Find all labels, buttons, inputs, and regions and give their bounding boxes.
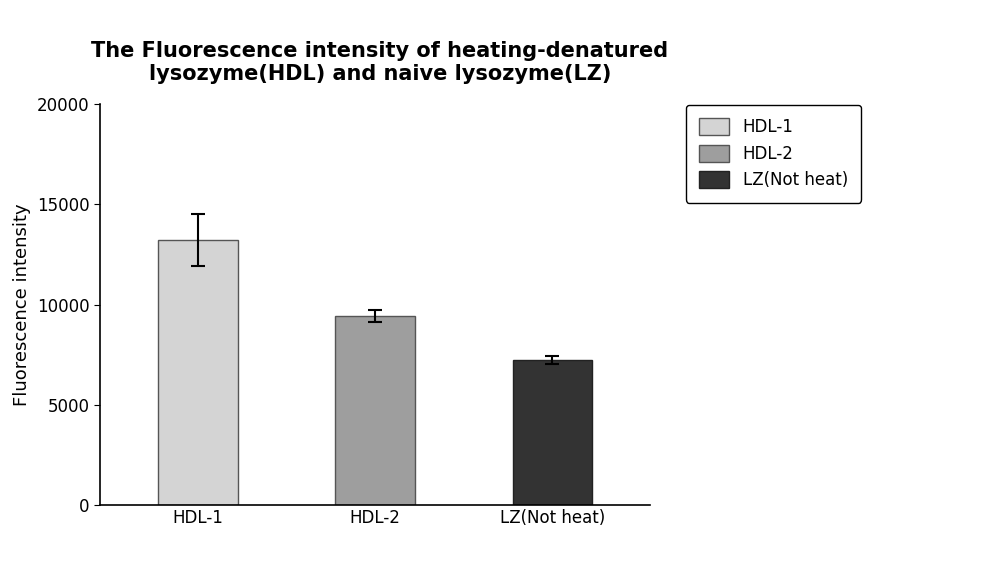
Bar	[335, 316, 415, 505]
Bar	[158, 241, 238, 505]
Bar	[512, 360, 592, 505]
Text: The Fluorescence intensity of heating-denatured
lysozyme(HDL) and naive lysozyme: The Fluorescence intensity of heating-de…	[91, 41, 669, 84]
Y-axis label: Fluorescence intensity: Fluorescence intensity	[13, 203, 31, 406]
Legend: HDL-1, HDL-2, LZ(Not heat): HDL-1, HDL-2, LZ(Not heat)	[686, 105, 861, 202]
